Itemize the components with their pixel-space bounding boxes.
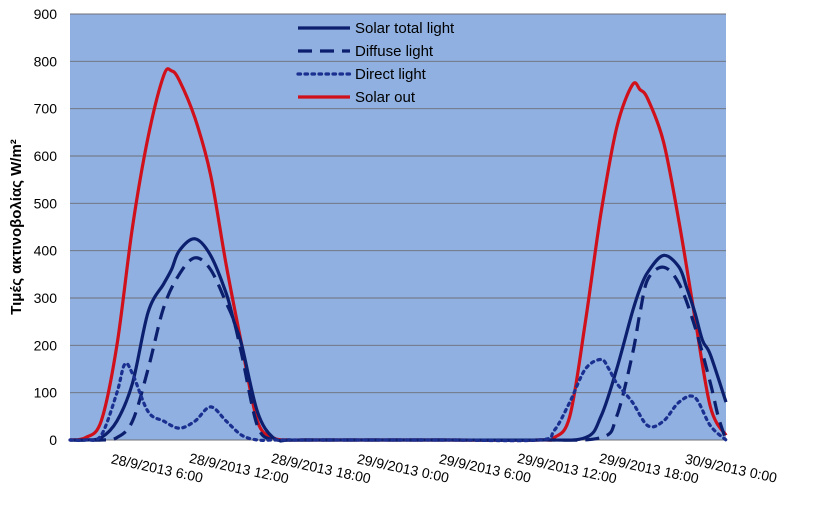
gridlines (70, 13, 726, 441)
y-axis-label: Τιμές ακτινοβολίας W/m² (8, 139, 25, 315)
series-line-direct-light (68, 357, 728, 443)
series-line-solar-total-light (69, 237, 728, 443)
y-tick-label: 0 (49, 432, 57, 448)
y-axis-ticks: 0 100 200 300 400 500 600 700 800 900 (34, 6, 58, 448)
y-tick-label: 500 (34, 195, 58, 211)
y-tick-label: 300 (34, 290, 58, 306)
y-tick-label: 400 (34, 243, 58, 259)
legend-label-solar-total-light: Solar total light (355, 20, 455, 37)
legend-label-solar-out: Solar out (355, 89, 416, 106)
legend-label-diffuse-light: Diffuse light (355, 43, 434, 60)
y-tick-label: 900 (34, 6, 58, 22)
legend: Solar total light Diffuse light Direct lig… (296, 20, 455, 106)
y-tick-label: 100 (34, 385, 58, 401)
series-group (68, 67, 728, 443)
y-tick-label: 800 (34, 53, 58, 69)
y-tick-label: 200 (34, 337, 58, 353)
y-tick-label: 600 (34, 148, 58, 164)
y-tick-label: 700 (34, 101, 58, 117)
legend-label-direct-light: Direct light (355, 66, 427, 83)
